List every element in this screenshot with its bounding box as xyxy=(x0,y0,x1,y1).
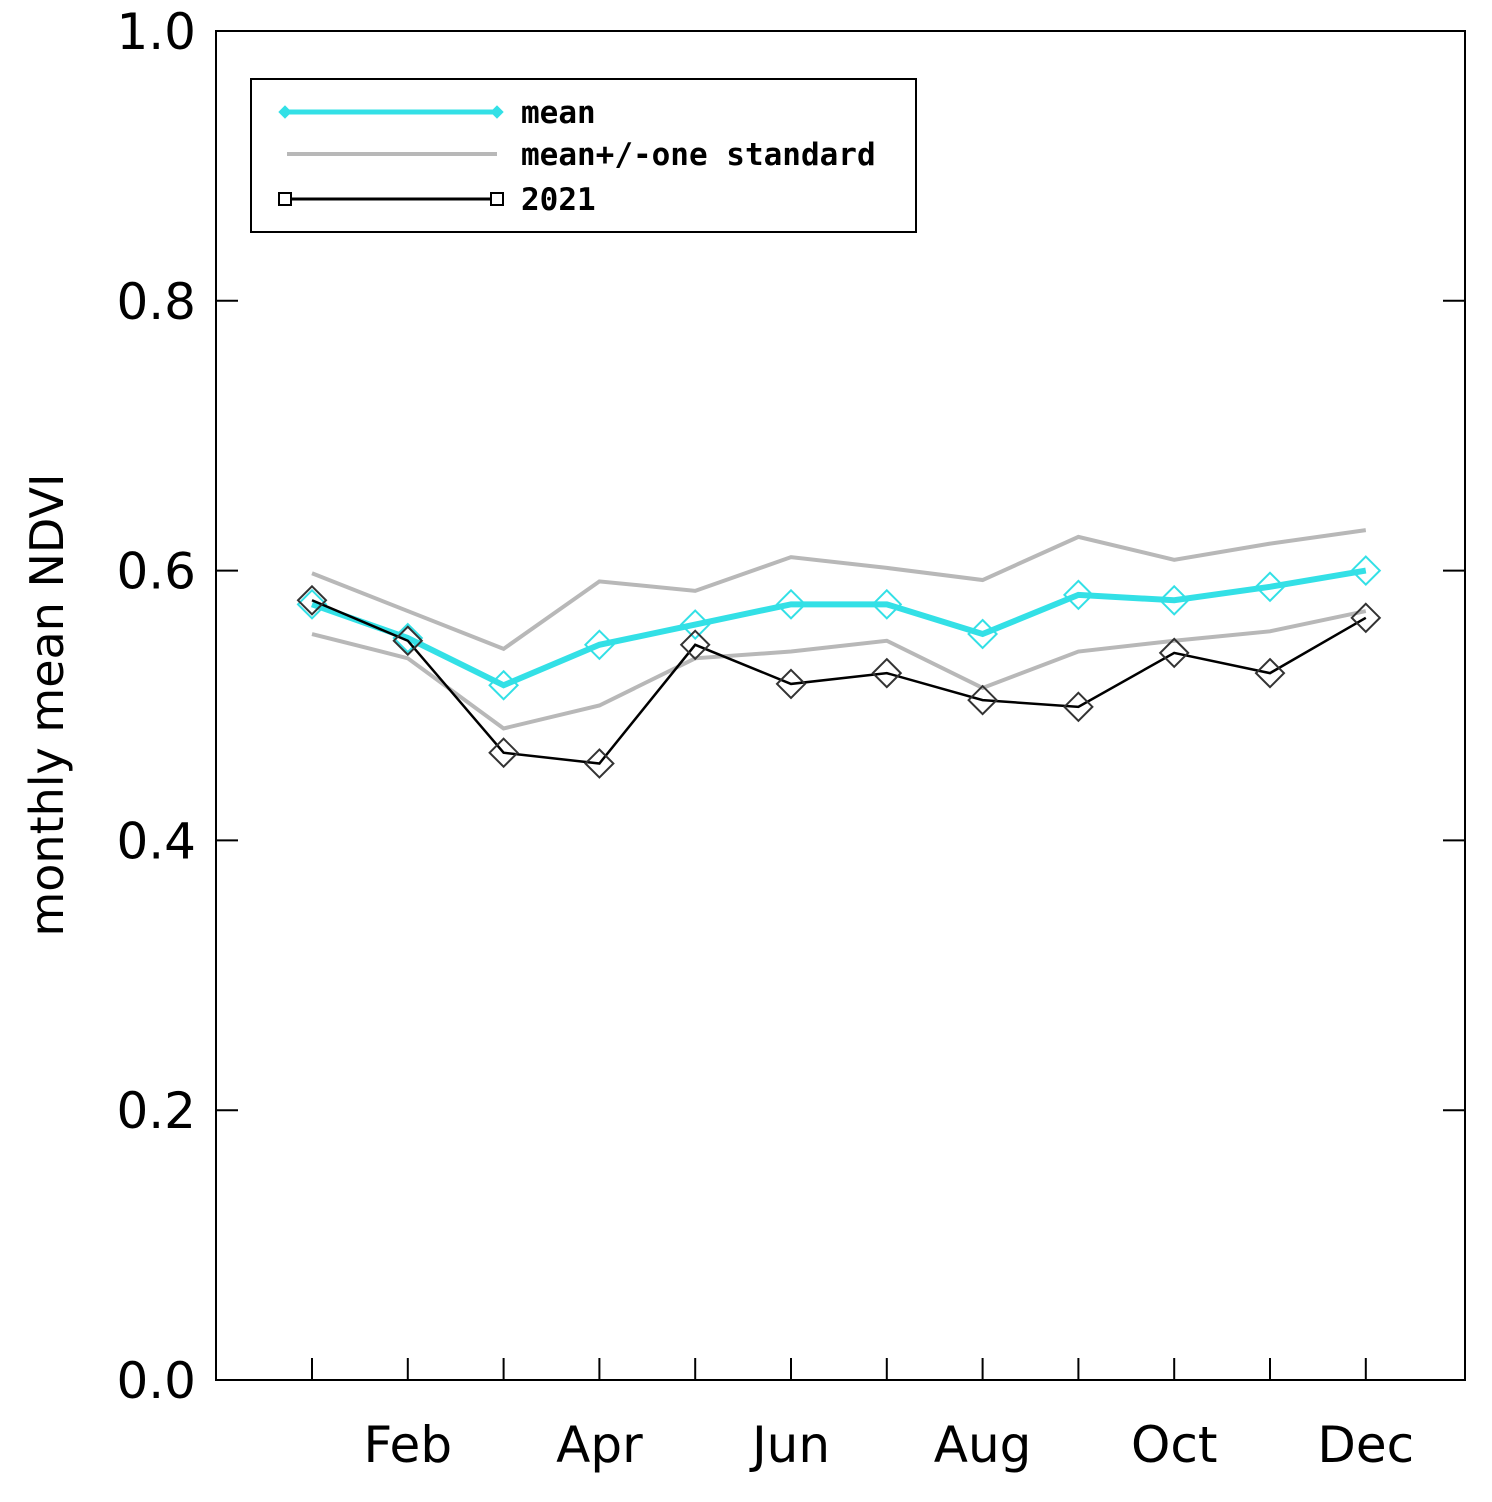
mean-point xyxy=(488,669,520,701)
y-axis-title: monthly mean NDVI xyxy=(20,473,74,936)
year-2021-point xyxy=(775,668,807,700)
legend-mean-label: mean xyxy=(521,95,596,131)
year-2021-point xyxy=(679,629,711,661)
legend-box xyxy=(250,78,917,233)
x-tick-label: Oct xyxy=(1131,1416,1217,1474)
x-tick-label: Apr xyxy=(556,1416,643,1474)
plot-frame xyxy=(215,30,1466,1381)
year-2021-point xyxy=(583,748,615,779)
mean-point xyxy=(392,622,424,654)
mean-point xyxy=(1350,555,1382,587)
year-2021-point xyxy=(1158,637,1190,669)
y-tick-label: 1.0 xyxy=(116,3,196,61)
mean-point xyxy=(1254,571,1286,603)
x-tick-label: Aug xyxy=(934,1416,1032,1474)
y-tick-label: 0.6 xyxy=(116,543,196,601)
mean-point xyxy=(1158,584,1190,616)
mean-point xyxy=(775,588,807,620)
mean-point xyxy=(296,588,328,620)
y-tick-label: 0.8 xyxy=(116,273,196,331)
y-tick-label: 0.0 xyxy=(116,1352,196,1410)
series-layer xyxy=(296,528,1382,779)
year-2021-line xyxy=(311,599,1367,765)
x-tick-label: Feb xyxy=(364,1416,453,1474)
std-upper-line xyxy=(311,528,1367,652)
legend-2021-marker xyxy=(278,192,292,206)
y-tick-label: 0.2 xyxy=(116,1082,196,1140)
legend-2021-marker xyxy=(490,192,504,206)
legend-2021-label: 2021 xyxy=(521,182,596,218)
year-2021-point xyxy=(967,684,999,716)
year-2021-point xyxy=(296,584,328,616)
legend-std-label: mean+/-one standard xyxy=(521,137,876,173)
y-tick-label: 0.4 xyxy=(116,812,196,870)
mean-point xyxy=(583,629,615,661)
legend: mean mean+/-one standard 2021 xyxy=(250,78,917,233)
x-axis: Feb Apr Jun Aug Oct Dec xyxy=(311,1358,1414,1474)
year-2021-point xyxy=(1254,657,1286,689)
legend-mean-marker xyxy=(278,105,292,119)
x-tick-label: Jun xyxy=(749,1416,830,1474)
year-2021-point xyxy=(392,625,424,657)
mean-point xyxy=(679,609,711,640)
year-2021-point xyxy=(871,657,903,689)
year-2021-point xyxy=(1350,602,1382,634)
year-2021-point xyxy=(1062,691,1094,723)
mean-point xyxy=(871,588,903,620)
legend-mean-marker xyxy=(490,105,504,119)
mean-point xyxy=(967,618,999,650)
year-2021-point xyxy=(488,737,520,769)
y-axis: 0.0 0.2 0.4 0.6 0.8 1.0 xyxy=(116,3,1465,1410)
mean-line xyxy=(311,567,1367,689)
x-tick-label: Dec xyxy=(1317,1416,1414,1474)
mean-point xyxy=(1062,579,1094,611)
std-lower-line xyxy=(311,609,1367,731)
